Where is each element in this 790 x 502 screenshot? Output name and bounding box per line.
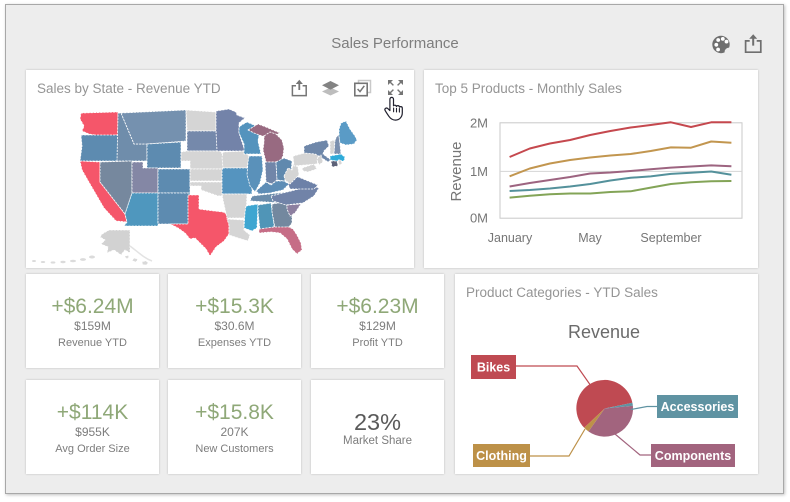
svg-text:Bikes: Bikes — [477, 361, 510, 375]
svg-text:May: May — [578, 231, 602, 245]
svg-text:September: September — [640, 231, 701, 245]
svg-text:January: January — [488, 231, 533, 245]
svg-text:Accessories: Accessories — [661, 400, 735, 414]
svg-text:1M: 1M — [470, 164, 488, 179]
svg-text:Revenue: Revenue — [448, 141, 465, 201]
svg-text:Clothing: Clothing — [476, 449, 527, 463]
svg-text:0M: 0M — [470, 211, 488, 226]
svg-text:2M: 2M — [470, 116, 488, 131]
svg-text:Revenue: Revenue — [568, 322, 640, 342]
svg-text:Components: Components — [655, 449, 731, 463]
